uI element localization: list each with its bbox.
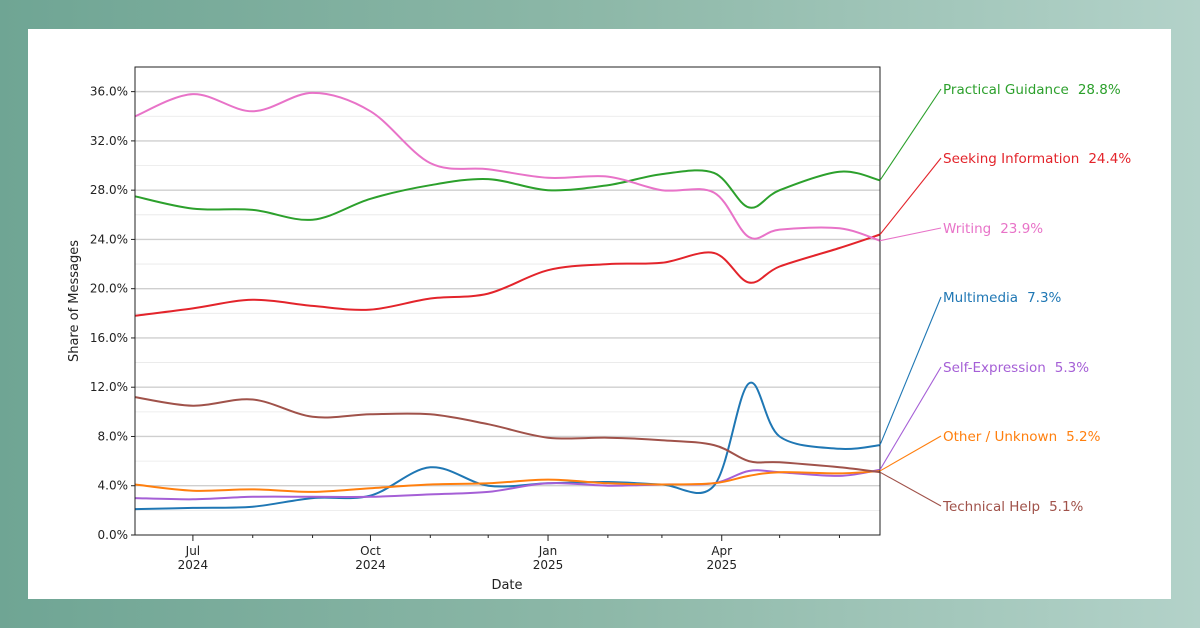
y-tick-label: 36.0% (90, 85, 128, 99)
series-label-self-expression: Self-Expression (943, 360, 1046, 376)
x-tick-label: 2025 (533, 558, 564, 572)
y-tick-label: 0.0% (98, 528, 129, 542)
series-label-practical-guidance: Practical Guidance (943, 82, 1069, 98)
connector-other-unknown (879, 435, 942, 472)
y-tick-label: 8.0% (98, 429, 129, 443)
y-axis-ticks: 0.0% 4.0% 8.0% 12.0% 16.0% 20.0% 24.0% 28.0% 32.… (90, 85, 135, 542)
series-line-practical-guidance (134, 169, 881, 221)
y-tick-label: 12.0% (90, 380, 128, 394)
line-chart: 0.0% 4.0% 8.0% 12.0% 16.0% 20.0% 24.0% 28.0% 32.… (67, 66, 1131, 593)
series-value-practical-guidance: 28.8% (1078, 82, 1121, 98)
y-tick-label: 32.0% (90, 134, 128, 148)
series-line-other-unknown (134, 470, 881, 493)
connector-practical-guidance (879, 88, 942, 181)
x-tick-label: 2024 (355, 558, 386, 572)
y-tick-label: 24.0% (90, 232, 128, 246)
series-end-labels: Practical Guidance 28.8% Seeking Informati… (879, 82, 1131, 515)
series-value-writing: 23.9% (1000, 221, 1043, 237)
y-tick-label: 28.0% (90, 183, 128, 197)
x-tick-label: Jul (185, 544, 200, 558)
connector-multimedia (879, 296, 942, 446)
series-value-self-expression: 5.3% (1055, 360, 1089, 376)
series-line-seeking-information (134, 233, 881, 317)
connector-technical-help (879, 471, 942, 507)
series-label-other-unknown: Other / Unknown (943, 429, 1057, 445)
x-tick-label: 2024 (178, 558, 209, 572)
y-axis-label: Share of Messages (67, 240, 82, 362)
series-line-technical-help (134, 396, 881, 474)
series-label-technical-help: Technical Help (942, 499, 1040, 515)
plot-frame (134, 66, 881, 536)
y-tick-label: 16.0% (90, 331, 128, 345)
series-value-seeking-information: 24.4% (1088, 151, 1131, 167)
series-line-writing (134, 91, 881, 242)
connector-writing (879, 227, 942, 242)
series-line-self-expression (134, 468, 881, 501)
y-tick-label: 20.0% (90, 282, 128, 296)
x-tick-label: Jan (538, 544, 558, 558)
x-tick-label: Oct (360, 544, 381, 558)
series-value-multimedia: 7.3% (1027, 290, 1061, 306)
x-tick-label: 2025 (706, 558, 737, 572)
series-label-multimedia: Multimedia (943, 290, 1018, 306)
connector-seeking-information (879, 157, 942, 235)
series-label-seeking-information: Seeking Information (943, 151, 1079, 167)
series-value-other-unknown: 5.2% (1066, 429, 1100, 445)
series-label-writing: Writing (943, 221, 991, 237)
series-lines (134, 91, 881, 511)
y-tick-label: 4.0% (98, 479, 129, 493)
grid (135, 90, 880, 511)
x-axis-label: Date (491, 578, 522, 593)
chart-card: 0.0% 4.0% 8.0% 12.0% 16.0% 20.0% 24.0% 28.0% 32.… (28, 29, 1171, 599)
x-tick-label: Apr (711, 544, 732, 558)
series-value-technical-help: 5.1% (1049, 499, 1083, 515)
connector-self-expression (879, 366, 942, 471)
